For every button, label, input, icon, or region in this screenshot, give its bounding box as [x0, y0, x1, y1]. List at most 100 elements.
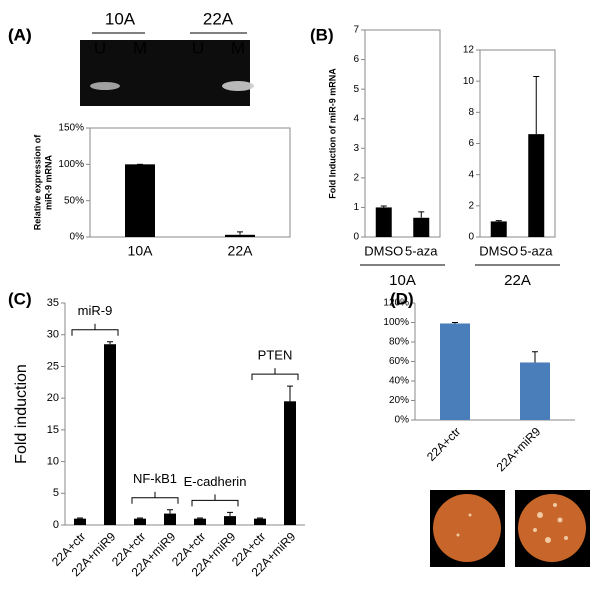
bar [125, 164, 155, 237]
bracket [71, 323, 119, 336]
y-tick-label: 20% [389, 395, 409, 406]
y-axis-label: Fold induction [13, 364, 30, 464]
y-tick-label: 0 [353, 232, 359, 243]
y-tick-label: 4 [353, 113, 359, 124]
gel-band [90, 82, 120, 90]
y-tick-label: 35 [47, 297, 59, 309]
panel-label: (B) [310, 25, 334, 44]
error-bar [237, 231, 243, 235]
error-bar [380, 205, 387, 208]
y-tick-label: 20 [47, 392, 59, 404]
y-tick-label: 1 [353, 202, 359, 213]
x-tick-label: 5-aza [405, 243, 438, 258]
y-tick-label: 100% [58, 159, 84, 170]
annotation: PTEN [258, 348, 293, 363]
bar [528, 134, 545, 237]
plot-frame [89, 127, 291, 238]
y-tick-label: 0 [468, 232, 474, 243]
error-bar [107, 341, 113, 345]
y-tick-label: 150% [58, 123, 84, 134]
x-tick-label: 22A+miR9 [494, 424, 544, 474]
bracket [191, 494, 239, 507]
y-tick-label: 12 [463, 45, 475, 56]
bar [164, 513, 176, 525]
gel-lane-label: M [231, 38, 245, 57]
error-bar [197, 517, 203, 519]
bar [104, 344, 116, 525]
dish [433, 494, 501, 562]
y-axis-label: Relative expression of [32, 134, 42, 231]
group-label: 10A [389, 272, 416, 289]
error-bar [452, 322, 458, 324]
error-bar [533, 75, 540, 135]
y-tick-label: 0% [395, 415, 410, 426]
y-tick-label: 5 [53, 487, 59, 499]
bar [375, 207, 392, 237]
bracket [131, 491, 179, 504]
gel-band [222, 81, 254, 91]
panel-label: (A) [8, 25, 32, 44]
annotation: NF-kB1 [133, 471, 177, 486]
error-bar [257, 517, 263, 519]
bar [413, 217, 430, 237]
x-tick-label: DMSO [479, 243, 518, 258]
y-tick-label: 0% [70, 232, 85, 243]
error-bar [137, 517, 143, 519]
dish [518, 494, 586, 562]
panel-label: (A) [8, 25, 32, 44]
y-tick-label: 40% [389, 376, 409, 387]
x-tick-label: 22A+ctr [424, 424, 463, 463]
gel-image [80, 40, 250, 106]
bar [194, 518, 206, 525]
y-tick-label: 4 [468, 169, 474, 180]
panel-label: (C) [8, 289, 32, 308]
y-tick-label: 8 [468, 107, 474, 118]
y-tick-label: 60% [389, 356, 409, 367]
y-tick-label: 10 [463, 76, 475, 87]
y-tick-label: 6 [353, 54, 359, 65]
y-tick-label: 15 [47, 424, 59, 436]
plot-frame [364, 29, 441, 238]
y-tick-label: 100% [383, 317, 409, 328]
y-tick-label: 7 [353, 25, 359, 36]
y-tick-label: 10 [47, 455, 59, 467]
bar [225, 234, 255, 237]
bar [134, 518, 146, 525]
group-label: 22A [504, 272, 531, 289]
y-tick-label: 25 [47, 360, 59, 372]
bar [520, 362, 550, 420]
error-bar [532, 351, 538, 363]
y-axis-label: Fold Induction of miR-9 mRNA [327, 68, 337, 199]
x-tick-label: DMSO [364, 243, 403, 258]
gel-lane-label: U [94, 38, 106, 57]
error-bar [227, 511, 233, 517]
y-tick-label: 3 [353, 143, 359, 154]
bar [254, 518, 266, 525]
y-tick-label: 80% [389, 337, 409, 348]
y-tick-label: 2 [468, 200, 474, 211]
colonies [456, 503, 568, 543]
gel-lane-label: U [192, 38, 204, 57]
gel-group-label: 22A [203, 9, 234, 28]
y-tick-label: 6 [468, 138, 474, 149]
gel-group-label: 10A [105, 9, 136, 28]
bracket [251, 368, 299, 381]
y-tick-label: 5 [353, 84, 359, 95]
error-bar [495, 220, 502, 222]
y-tick-label: 2 [353, 172, 359, 183]
annotation: E-cadherin [184, 474, 247, 489]
gel-lane-label: M [133, 38, 147, 57]
y-tick-label: 0 [53, 519, 59, 531]
bar [440, 323, 470, 420]
y-axis-label: miR-9 mRNA [43, 155, 53, 211]
y-tick-label: 50% [64, 195, 84, 206]
bar [224, 516, 236, 525]
error-bar [418, 211, 425, 218]
error-bar [77, 517, 83, 519]
x-tick-label: 5-aza [520, 243, 553, 258]
annotation: miR-9 [78, 303, 113, 318]
error-bar [167, 509, 173, 514]
x-tick-label: 10A [128, 243, 154, 259]
error-bar [287, 385, 293, 402]
